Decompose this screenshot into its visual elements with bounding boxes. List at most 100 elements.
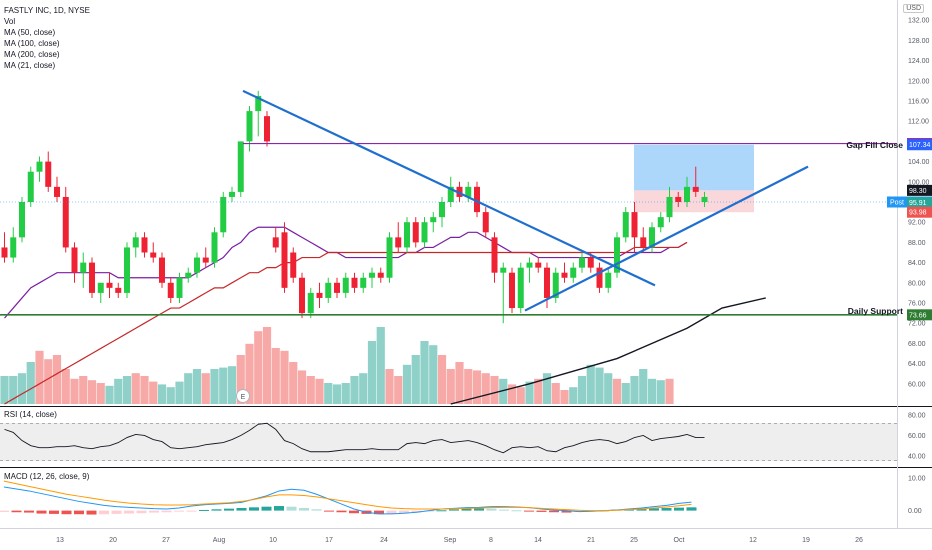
- volume-bar: [236, 355, 245, 404]
- macd-histogram-bar: [274, 506, 284, 511]
- legend-item-ma21[interactable]: MA (21, close): [4, 61, 55, 70]
- macd-histogram-bar: [149, 510, 159, 513]
- rsi-label[interactable]: RSI (14, close): [4, 410, 57, 419]
- candle-body: [255, 95, 262, 112]
- price-tick-label: 84.00: [908, 260, 926, 267]
- price-tag-text: 73.66: [909, 312, 927, 319]
- macd-histogram-bar: [374, 510, 384, 515]
- volume-bar: [332, 384, 342, 404]
- candle-body: [649, 227, 655, 248]
- candle-body: [124, 247, 130, 293]
- candle-body: [369, 272, 375, 278]
- volume-bar: [647, 378, 657, 404]
- candle-body: [439, 202, 445, 218]
- volume-bar: [525, 381, 534, 404]
- candle-body: [509, 272, 515, 309]
- macd-histogram-bar: [74, 510, 84, 515]
- target-zone: [634, 144, 754, 191]
- macd-histogram-bar: [324, 510, 334, 512]
- volume-bar: [149, 381, 158, 404]
- volume-bar: [105, 385, 114, 404]
- candle-body: [395, 237, 402, 248]
- price-tick-label: 112.00: [908, 119, 929, 126]
- macd-histogram-bar: [499, 509, 509, 511]
- candle-body: [579, 257, 585, 268]
- volume-bar: [385, 369, 394, 404]
- volume-bar: [227, 366, 237, 404]
- price-tick-label: 120.00: [908, 78, 930, 85]
- price-tick-label: 116.00: [908, 99, 929, 106]
- currency-badge[interactable]: USD: [903, 4, 924, 13]
- candle-body: [526, 262, 533, 268]
- candle-body: [97, 282, 104, 293]
- legend-item-ma50[interactable]: MA (50, close): [4, 28, 55, 37]
- candle-body: [299, 277, 305, 314]
- macd-histogram-bar: [124, 510, 134, 514]
- time-tick-label: 24: [380, 537, 388, 544]
- candle-body: [692, 186, 699, 192]
- price-tick-label: 72.00: [908, 321, 926, 328]
- time-tick-label: Aug: [213, 537, 226, 544]
- candle-body: [220, 196, 227, 233]
- candle-body: [290, 252, 297, 278]
- gap-fill-label: Gap Fill Close: [846, 140, 903, 150]
- macd-histogram-bar: [0, 510, 9, 512]
- earnings-marker[interactable]: E: [236, 389, 250, 403]
- legend-item-ma100[interactable]: MA (100, close): [4, 39, 60, 48]
- volume-bar: [612, 378, 622, 404]
- uptrend-line: [524, 165, 809, 312]
- axes-layer: 132.00128.00124.00120.00116.00112.00108.…: [56, 18, 929, 544]
- position-zone: [634, 144, 754, 213]
- price-tag-text: 107.34: [909, 142, 931, 149]
- candle-body: [62, 196, 69, 248]
- volume-bar: [534, 378, 543, 404]
- legend-item-vol[interactable]: Vol: [4, 17, 15, 26]
- candle-body: [237, 141, 244, 192]
- candle-body: [334, 282, 340, 293]
- macd-histogram-bar: [236, 507, 247, 511]
- volume-bar: [481, 373, 490, 404]
- volume-bar: [367, 341, 377, 404]
- macd-histogram-bar: [536, 510, 547, 512]
- candle-body: [404, 222, 410, 248]
- macd-label[interactable]: MACD (12, 26, close, 9): [4, 472, 90, 481]
- legend-item-ma200[interactable]: MA (200, close): [4, 50, 60, 59]
- volume-bar: [490, 376, 499, 404]
- price-tag: [907, 196, 932, 208]
- candle-body: [141, 237, 148, 253]
- macd-line: [3, 486, 692, 515]
- rsi-tick-label: 80.00: [908, 413, 926, 420]
- macd-histogram-bar: [174, 510, 184, 512]
- candle-body: [54, 186, 60, 197]
- ma200-line: [450, 297, 766, 405]
- volume-bar: [9, 376, 18, 404]
- candle-body: [19, 202, 25, 238]
- candle-body: [430, 217, 437, 223]
- volume-bar: [289, 362, 298, 404]
- volume-bar: [499, 378, 508, 404]
- candle-body: [281, 232, 288, 288]
- macd-histogram-bar: [61, 510, 72, 515]
- candle-body: [106, 282, 113, 288]
- volume-bar: [341, 383, 350, 404]
- volume-bar: [79, 376, 88, 404]
- time-tick-label: 10: [269, 537, 277, 544]
- volume-bar: [437, 355, 447, 404]
- post-tag-prefix-text: Post: [890, 200, 904, 207]
- volume-bar: [245, 343, 254, 404]
- macd-histogram-bar: [249, 507, 259, 511]
- candle-body: [535, 262, 542, 268]
- time-tick-label: 25: [630, 537, 638, 544]
- drawings-layer: [0, 89, 897, 316]
- candle-body: [45, 161, 52, 187]
- macd-histogram-bar: [36, 510, 47, 514]
- macd-histogram-bar: [449, 509, 459, 511]
- candle-body: [71, 247, 78, 273]
- volume-bar: [262, 327, 272, 404]
- time-tick-label: 14: [534, 537, 542, 544]
- macd-histogram-bar: [436, 510, 447, 512]
- volume-bar: [630, 376, 639, 404]
- macd-histogram-bar: [524, 510, 534, 512]
- macd-histogram-bar: [386, 510, 397, 514]
